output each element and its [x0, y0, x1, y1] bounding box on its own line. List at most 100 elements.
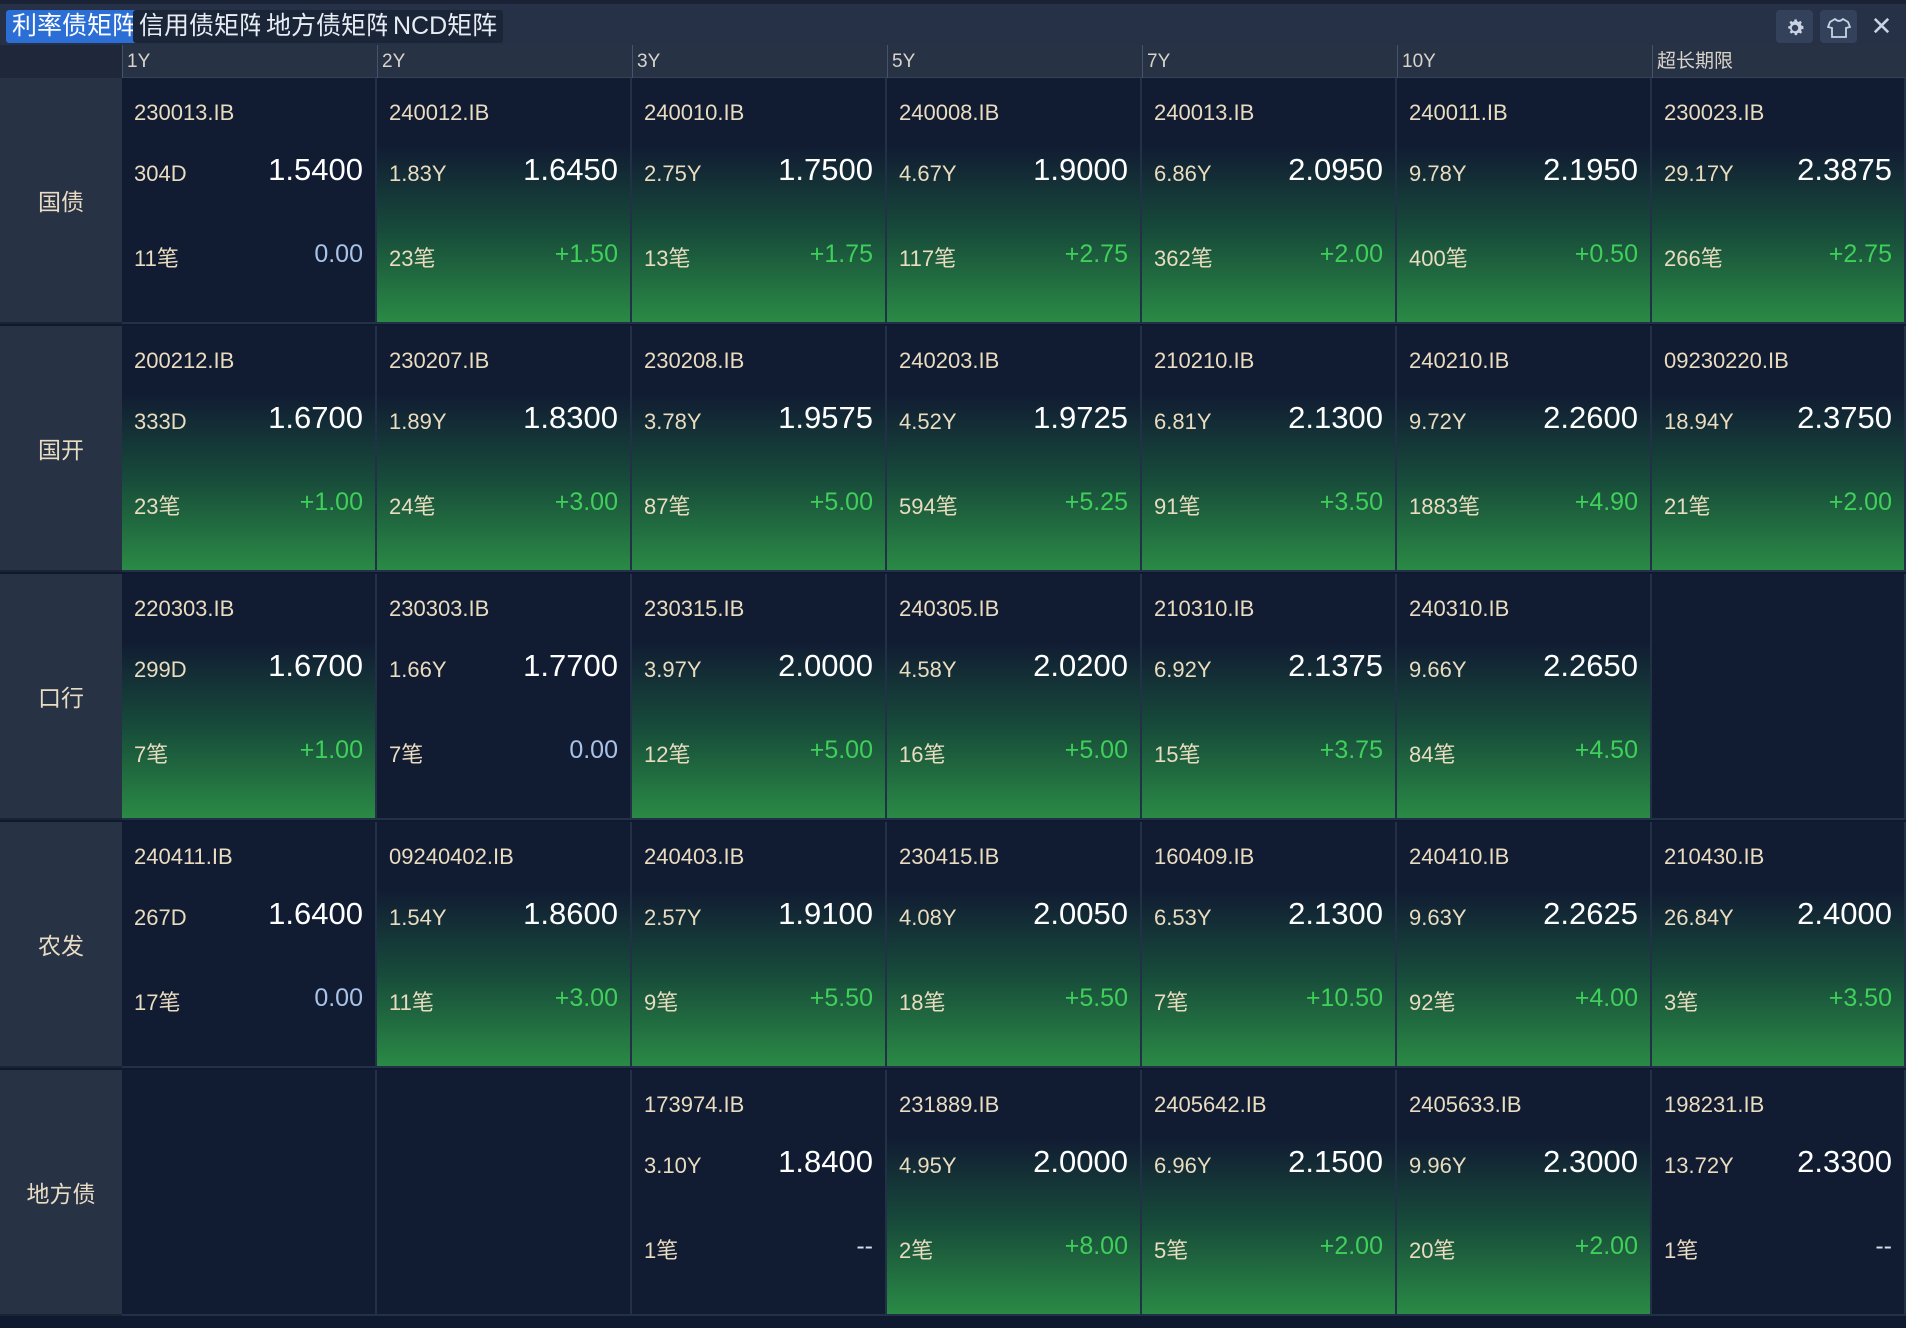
- bond-cell[interactable]: 240210.IB 9.72Y 2.2600 1883笔 +4.90: [1397, 326, 1652, 572]
- bond-cell[interactable]: 210310.IB 6.92Y 2.1375 15笔 +3.75: [1142, 574, 1397, 820]
- trade-count: 23笔: [134, 494, 181, 519]
- column-header-1y[interactable]: 1Y: [122, 45, 377, 78]
- yield-value: 1.8600: [523, 896, 618, 931]
- yield-change: +3.00: [554, 488, 618, 516]
- bond-cell[interactable]: 240008.IB 4.67Y 1.9000 117笔 +2.75: [887, 78, 1142, 324]
- bond-cell[interactable]: 09230220.IB 18.94Y 2.3750 21笔 +2.00: [1652, 326, 1906, 572]
- remaining-term: 6.92Y: [1154, 657, 1212, 682]
- tab-credit-bond-matrix[interactable]: 信用债矩阵: [133, 10, 271, 43]
- trade-count: 1883笔: [1409, 494, 1480, 519]
- trade-count: 7笔: [389, 742, 424, 767]
- trade-count: 12笔: [644, 742, 691, 767]
- tab-rate-bond-matrix[interactable]: 利率债矩阵: [6, 10, 144, 43]
- bond-cell[interactable]: 240012.IB 1.83Y 1.6450 23笔 +1.50: [377, 78, 632, 324]
- bond-code: 2405642.IB: [1154, 1092, 1267, 1117]
- bond-cell[interactable]: 230303.IB 1.66Y 1.7700 7笔 0.00: [377, 574, 632, 820]
- bond-code: 220303.IB: [134, 596, 235, 621]
- remaining-term: 6.96Y: [1154, 1153, 1212, 1178]
- column-header-10y[interactable]: 10Y: [1397, 45, 1652, 78]
- trade-count: 13笔: [644, 246, 691, 271]
- bond-cell[interactable]: 231889.IB 4.95Y 2.0000 2笔 +8.00: [887, 1070, 1142, 1316]
- remaining-term: 4.67Y: [899, 161, 957, 186]
- bond-cell[interactable]: 210430.IB 26.84Y 2.4000 3笔 +3.50: [1652, 822, 1906, 1068]
- remaining-term: 18.94Y: [1664, 409, 1734, 434]
- yield-value: 2.1300: [1288, 400, 1383, 435]
- yield-change: +5.50: [809, 984, 873, 1012]
- column-header-2y[interactable]: 2Y: [377, 45, 632, 78]
- bond-cell[interactable]: 240203.IB 4.52Y 1.9725 594笔 +5.25: [887, 326, 1142, 572]
- remaining-term: 333D: [134, 409, 187, 434]
- bond-cell[interactable]: 240411.IB 267D 1.6400 17笔 0.00: [122, 822, 377, 1068]
- bond-cell[interactable]: 240410.IB 9.63Y 2.2625 92笔 +4.00: [1397, 822, 1652, 1068]
- remaining-term: 9.72Y: [1409, 409, 1467, 434]
- bond-code: 240010.IB: [644, 100, 745, 125]
- bond-cell[interactable]: 09240402.IB 1.54Y 1.8600 11笔 +3.00: [377, 822, 632, 1068]
- bond-cell[interactable]: 230023.IB 29.17Y 2.3875 266笔 +2.75: [1652, 78, 1906, 324]
- column-header-3y[interactable]: 3Y: [632, 45, 887, 78]
- yield-value: 2.0000: [1033, 1144, 1128, 1179]
- bond-cell[interactable]: 220303.IB 299D 1.6700 7笔 +1.00: [122, 574, 377, 820]
- trade-count: 5笔: [1154, 1238, 1189, 1263]
- remaining-term: 1.83Y: [389, 161, 447, 186]
- bond-cell[interactable]: 230207.IB 1.89Y 1.8300 24笔 +3.00: [377, 326, 632, 572]
- bond-cell[interactable]: 230013.IB 304D 1.5400 11笔 0.00: [122, 78, 377, 324]
- tab-ncd-matrix[interactable]: NCD矩阵: [387, 10, 504, 43]
- close-icon[interactable]: ✕: [1870, 11, 1893, 41]
- bond-cell[interactable]: 240310.IB 9.66Y 2.2650 84笔 +4.50: [1397, 574, 1652, 820]
- gear-icon[interactable]: [1776, 10, 1813, 43]
- yield-change: +0.50: [1574, 240, 1638, 268]
- tab-local-bond-matrix[interactable]: 地方债矩阵: [260, 10, 398, 43]
- yield-value: 2.3875: [1797, 152, 1892, 187]
- bond-cell[interactable]: 240403.IB 2.57Y 1.9100 9笔 +5.50: [632, 822, 887, 1068]
- bond-cell[interactable]: 240010.IB 2.75Y 1.7500 13笔 +1.75: [632, 78, 887, 324]
- bond-cell[interactable]: 230415.IB 4.08Y 2.0050 18笔 +5.50: [887, 822, 1142, 1068]
- bond-cell[interactable]: 230315.IB 3.97Y 2.0000 12笔 +5.00: [632, 574, 887, 820]
- trade-count: 91笔: [1154, 494, 1201, 519]
- remaining-term: 13.72Y: [1664, 1153, 1734, 1178]
- yield-value: 2.3300: [1797, 1144, 1892, 1179]
- bond-code: 240410.IB: [1409, 844, 1510, 869]
- bond-cell[interactable]: 210210.IB 6.81Y 2.1300 91笔 +3.50: [1142, 326, 1397, 572]
- bond-cell[interactable]: 230208.IB 3.78Y 1.9575 87笔 +5.00: [632, 326, 887, 572]
- trade-count: 266笔: [1664, 246, 1723, 271]
- row-header: 农发: [0, 822, 122, 1068]
- yield-change: 0.00: [314, 984, 363, 1012]
- empty-cell: [377, 1070, 632, 1316]
- trade-count: 400笔: [1409, 246, 1468, 271]
- trade-count: 362笔: [1154, 246, 1213, 271]
- bond-cell[interactable]: 173974.IB 3.10Y 1.8400 1笔 --: [632, 1070, 887, 1316]
- bond-cell[interactable]: 240305.IB 4.58Y 2.0200 16笔 +5.00: [887, 574, 1142, 820]
- yield-value: 2.1950: [1543, 152, 1638, 187]
- column-header-ultra-long[interactable]: 超长期限: [1652, 45, 1906, 78]
- remaining-term: 299D: [134, 657, 187, 682]
- yield-value: 1.6400: [268, 896, 363, 931]
- bond-code: 240411.IB: [134, 844, 233, 869]
- bond-cell[interactable]: 198231.IB 13.72Y 2.3300 1笔 --: [1652, 1070, 1906, 1316]
- yield-change: +4.50: [1574, 736, 1638, 764]
- yield-value: 1.9000: [1033, 152, 1128, 187]
- bond-code: 240403.IB: [644, 844, 745, 869]
- bond-cell[interactable]: 160409.IB 6.53Y 2.1300 7笔 +10.50: [1142, 822, 1397, 1068]
- remaining-term: 1.54Y: [389, 905, 447, 930]
- bond-cell[interactable]: 240011.IB 9.78Y 2.1950 400笔 +0.50: [1397, 78, 1652, 324]
- bond-cell[interactable]: 2405633.IB 9.96Y 2.3000 20笔 +2.00: [1397, 1070, 1652, 1316]
- tab-bar: 利率债矩阵 信用债矩阵 地方债矩阵 NCD矩阵 ✕: [0, 0, 1906, 45]
- column-header-7y[interactable]: 7Y: [1142, 45, 1397, 78]
- yield-change: +2.75: [1828, 240, 1892, 268]
- yield-value: 2.3000: [1543, 1144, 1638, 1179]
- yield-change: +10.50: [1305, 984, 1383, 1012]
- bond-code: 210210.IB: [1154, 348, 1255, 373]
- remaining-term: 6.53Y: [1154, 905, 1212, 930]
- yield-value: 2.2650: [1543, 648, 1638, 683]
- trade-count: 11笔: [134, 246, 179, 271]
- remaining-term: 4.52Y: [899, 409, 957, 434]
- bond-cell[interactable]: 2405642.IB 6.96Y 2.1500 5笔 +2.00: [1142, 1070, 1397, 1316]
- shirt-icon[interactable]: [1820, 10, 1857, 43]
- yield-change: +3.75: [1319, 736, 1383, 764]
- trade-count: 20笔: [1409, 1238, 1456, 1263]
- bond-cell[interactable]: 240013.IB 6.86Y 2.0950 362笔 +2.00: [1142, 78, 1397, 324]
- yield-change: +1.50: [554, 240, 618, 268]
- column-header-5y[interactable]: 5Y: [887, 45, 1142, 78]
- bond-cell[interactable]: 200212.IB 333D 1.6700 23笔 +1.00: [122, 326, 377, 572]
- remaining-term: 3.78Y: [644, 409, 702, 434]
